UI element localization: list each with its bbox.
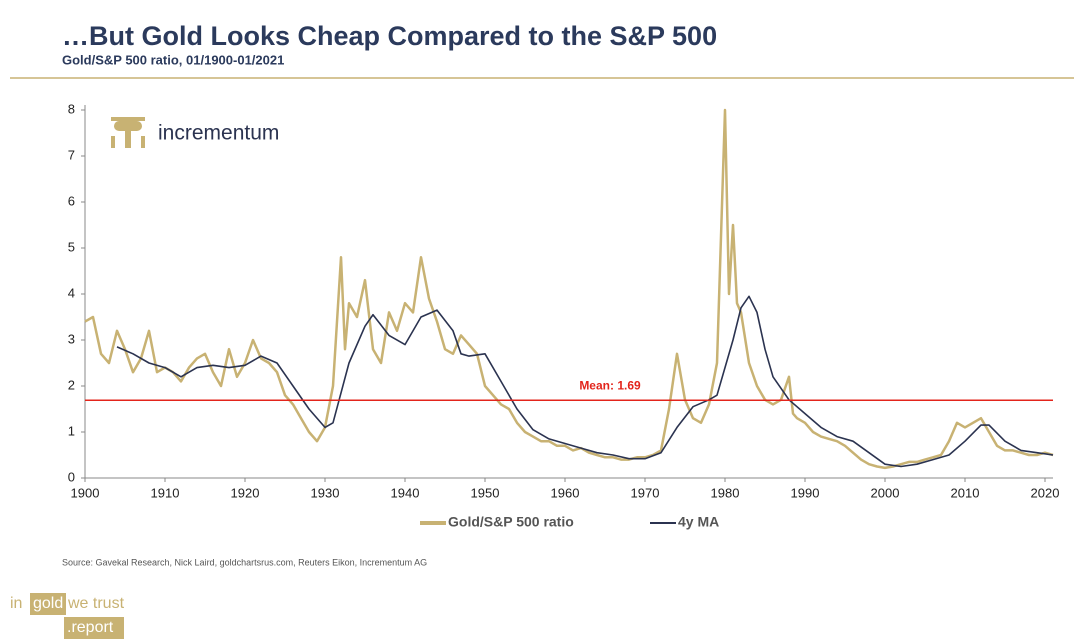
brand-trust: we trust: [67, 595, 125, 612]
legend-label: 4y MA: [678, 514, 719, 530]
y-tick-label: 6: [68, 193, 75, 208]
x-tick-label: 1990: [791, 485, 820, 500]
brand-gold: gold: [33, 595, 63, 612]
brand-in: in: [10, 595, 22, 612]
y-tick-label: 4: [68, 285, 75, 300]
logo-text: incrementum: [158, 122, 279, 145]
x-tick-label: 1940: [391, 485, 420, 500]
x-tick-label: 1920: [231, 485, 260, 500]
y-tick-label: 7: [68, 147, 75, 162]
y-tick-label: 8: [68, 101, 75, 116]
brand-box: [30, 593, 66, 615]
x-tick-label: 1960: [551, 485, 580, 500]
series-line: [84, 108, 1054, 470]
logo-icon: [111, 117, 145, 148]
source-note: Source: Gavekal Research, Nick Laird, go…: [62, 557, 427, 567]
x-tick-label: 1910: [151, 485, 180, 500]
y-tick-label: 3: [68, 331, 75, 346]
x-tick-label: 1980: [711, 485, 740, 500]
brand-box: [64, 617, 124, 639]
x-tick-label: 1900: [71, 485, 100, 500]
chart-subtitle: Gold/S&P 500 ratio, 01/1900-01/2021: [62, 52, 284, 67]
x-tick-label: 1970: [631, 485, 660, 500]
legend-label: Gold/S&P 500 ratio: [448, 514, 574, 530]
y-tick-label: 2: [68, 377, 75, 392]
x-tick-label: 2000: [871, 485, 900, 500]
mean-label: Mean: 1.69: [579, 378, 641, 392]
y-tick-label: 5: [68, 239, 75, 254]
x-tick-label: 2020: [1031, 485, 1060, 500]
x-tick-label: 2010: [951, 485, 980, 500]
x-tick-label: 1930: [311, 485, 340, 500]
series-line: [116, 295, 1054, 468]
x-tick-label: 1950: [471, 485, 500, 500]
chart-title: …But Gold Looks Cheap Compared to the S&…: [62, 21, 717, 51]
y-tick-label: 1: [68, 423, 75, 438]
brand-report: .report: [67, 619, 114, 636]
y-tick-label: 0: [68, 469, 75, 484]
